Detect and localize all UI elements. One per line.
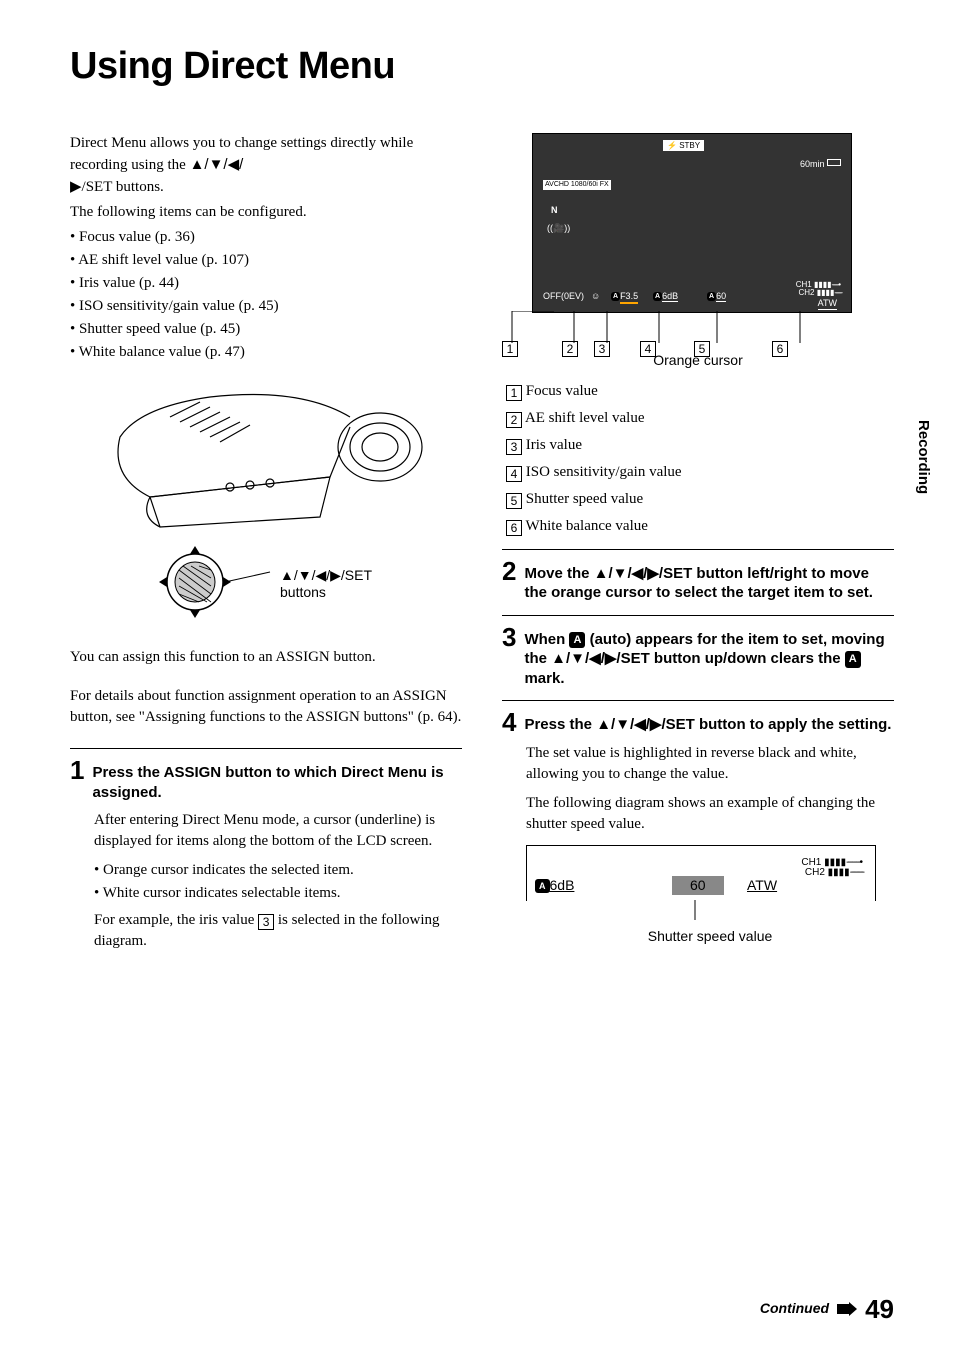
step4-p1: The set value is highlighted in reverse … [526, 743, 894, 785]
step3-post: mark. [524, 670, 564, 687]
numbox: 2 [506, 412, 522, 428]
off-text: OFF(0EV) [543, 290, 584, 303]
buttons-label-l1: ▲/▼/◀/▶/SET [280, 567, 372, 583]
buttons-label-l2: buttons [280, 584, 326, 600]
lcd-screen: ⚡ STBY 60min AVCHD 1080/60i FX N ((🎥)) O… [532, 133, 852, 313]
arrow-right-icon [837, 1302, 857, 1316]
intro-arrows2: ▶ [70, 178, 82, 195]
config-item: Focus value (p. 36) [70, 227, 462, 248]
numbox: 3 [506, 439, 522, 455]
intro-p2: The following items can be configured. [70, 202, 462, 223]
legend-5: Shutter speed value [526, 491, 643, 507]
stby-text: STBY [679, 141, 700, 150]
step4-p2: The following diagram shows an example o… [526, 793, 894, 835]
auto-icon: A [611, 292, 620, 302]
step4-pre: Press the [524, 716, 596, 733]
step2-title: Move the ▲/▼/◀/▶/SET button left/right t… [524, 560, 894, 603]
auto-badge-icon: A [569, 632, 585, 648]
auto-badge-icon: A [845, 651, 861, 667]
steady-icon: ((🎥)) [547, 222, 570, 235]
assign-p2: For details about function assignment op… [70, 686, 462, 728]
numbox-4: 4 [640, 341, 656, 357]
legend-2: AE shift level value [525, 410, 645, 426]
step1-b1: Orange cursor indicates the selected ite… [94, 860, 462, 881]
assign-p1: You can assign this function to an ASSIG… [70, 647, 462, 668]
sh-gain: 6dB [550, 877, 575, 893]
gain-value: 6dB [662, 291, 678, 302]
time-text: 60min [800, 159, 825, 169]
intro-set: /SET buttons. [82, 179, 164, 195]
step-num: 4 [502, 709, 516, 735]
auto-badge-icon: A [535, 879, 550, 894]
face-icon: ☺ [591, 290, 600, 303]
step1-example: For example, the iris value 3 is selecte… [94, 910, 462, 952]
step1-ex-pre: For example, the iris value [94, 912, 258, 928]
sh-atw: ATW [747, 876, 777, 896]
config-list: Focus value (p. 36) AE shift level value… [70, 227, 462, 363]
step1-b2: White cursor indicates selectable items. [94, 883, 462, 904]
intro-text: Direct Menu allows you to change setting… [70, 133, 462, 198]
step-title: Press the ASSIGN button to which Direct … [92, 759, 462, 802]
step2-pre: Move the [524, 565, 593, 582]
step3-title: When A (auto) appears for the item to se… [524, 626, 894, 689]
camera-svg [70, 377, 440, 637]
iris-value: F3.5 [620, 291, 638, 304]
config-item: White balance value (p. 47) [70, 342, 462, 363]
legend-4: ISO sensitivity/gain value [526, 464, 682, 480]
shutter-value: 60 [716, 291, 726, 302]
continued-label: Continued [760, 1299, 829, 1319]
numbox: 5 [506, 493, 522, 509]
numbox: 6 [506, 520, 522, 536]
n-icon: N [551, 204, 558, 217]
auto-icon: A [653, 292, 662, 302]
step1-body-p: After entering Direct Menu mode, a curso… [94, 810, 462, 852]
auto-icon: A [707, 292, 716, 302]
legend-6: White balance value [525, 518, 647, 534]
step-num: 1 [70, 757, 84, 783]
numbox-1: 1 [502, 341, 518, 357]
format-text: AVCHD 1080/60i FX [543, 180, 611, 190]
step-num: 3 [502, 624, 516, 650]
step3-mid2: button up/down clears the [650, 650, 845, 667]
config-item: AE shift level value (p. 107) [70, 250, 462, 271]
step-num: 2 [502, 558, 516, 584]
config-item: Shutter speed value (p. 45) [70, 319, 462, 340]
side-tab-recording: Recording [913, 420, 934, 494]
step4-title: Press the ▲/▼/◀/▶/SET button to apply th… [524, 711, 891, 735]
shutter-diagram: CH1 ▮▮▮▮----------• CH2 ▮▮▮▮---------- A… [526, 845, 894, 947]
numbox-6: 6 [772, 341, 788, 357]
camera-illustration: ▲/▼/◀/▶/SET buttons [70, 377, 462, 637]
step-3: 3 When A (auto) appears for the item to … [502, 626, 894, 689]
page-title: Using Direct Menu [70, 40, 894, 93]
sh-ch2: CH2 [805, 867, 825, 878]
numbox: 4 [506, 466, 522, 482]
page-number: 49 [865, 1291, 894, 1327]
numbox-5: 5 [694, 341, 710, 357]
ch2-label: CH2 [799, 288, 815, 297]
sh-speed: 60 [672, 876, 724, 896]
step3-pre: When [524, 631, 569, 648]
config-item: Iris value (p. 44) [70, 273, 462, 294]
numbox-2: 2 [562, 341, 578, 357]
step2-arrows: ▲/▼/◀/▶/SET [594, 565, 693, 582]
step-2: 2 Move the ▲/▼/◀/▶/SET button left/right… [502, 560, 894, 603]
step4-post: button to apply the setting. [695, 716, 892, 733]
numbox-3: 3 [594, 341, 610, 357]
atw-value: ATW [818, 297, 837, 311]
numbox-3-inline: 3 [258, 914, 274, 930]
step-4: 4 Press the ▲/▼/◀/▶/SET button to apply … [502, 711, 894, 835]
page-footer: Continued 49 [760, 1291, 894, 1327]
config-item: ISO sensitivity/gain value (p. 45) [70, 296, 462, 317]
legend-3: Iris value [526, 437, 582, 453]
intro-arrows: ▲/▼/◀/ [190, 156, 244, 173]
step3-arrows: ▲/▼/◀/▶/SET [551, 650, 650, 667]
step4-arrows: ▲/▼/◀/▶/SET [596, 716, 695, 733]
step-1: 1 Press the ASSIGN button to which Direc… [70, 759, 462, 952]
lcd-screen-figure: ⚡ STBY 60min AVCHD 1080/60i FX N ((🎥)) O… [502, 133, 894, 371]
